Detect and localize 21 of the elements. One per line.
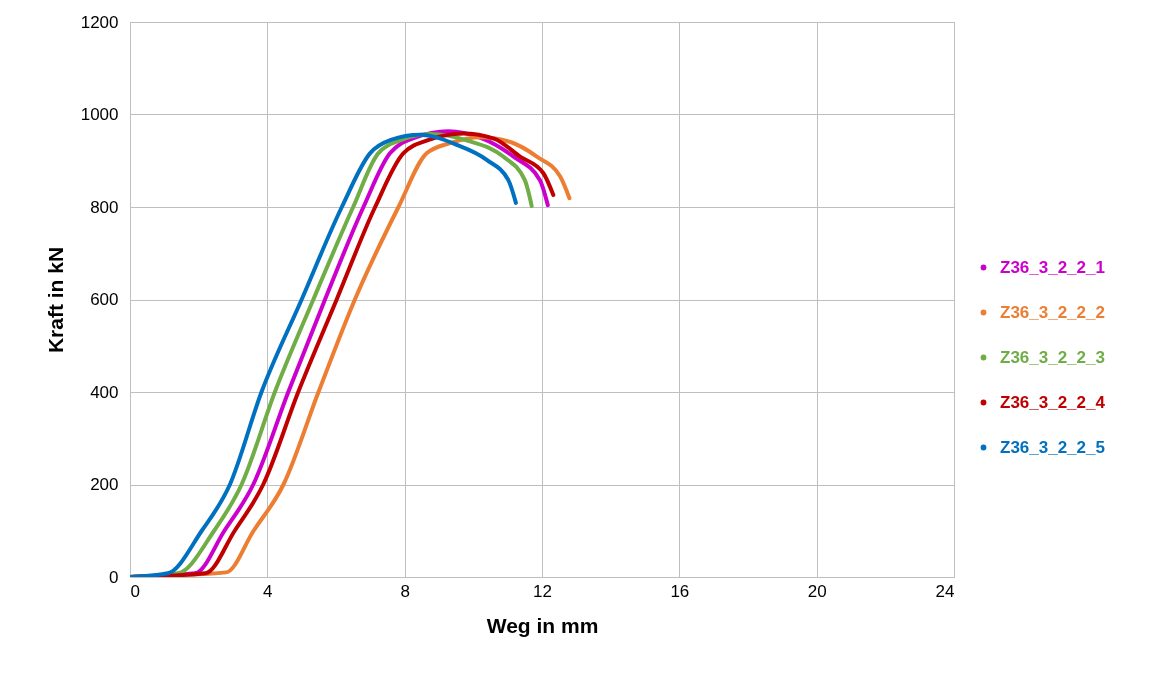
x-tick-label: 16 (670, 581, 690, 601)
y-tick-label: 600 (90, 290, 119, 309)
legend-label: Z36_3_2_2_4 (1000, 392, 1106, 412)
legend-label: Z36_3_2_2_2 (1000, 302, 1105, 322)
y-axis-title: Kraft in kN (43, 246, 67, 354)
y-tick-label: 0 (109, 567, 119, 587)
x-tick-label: 24 (935, 581, 955, 601)
x-tick-label: 12 (533, 581, 552, 601)
y-tick-label: 1000 (80, 105, 119, 124)
y-tick-label: 200 (90, 475, 119, 494)
x-axis-title: Weg in mm (486, 613, 599, 637)
legend-label: Z36_3_2_2_1 (1000, 257, 1105, 277)
legend-label: Z36_3_2_2_5 (1000, 437, 1105, 457)
y-tick-label: 400 (90, 382, 119, 402)
y-tick-label: 1200 (80, 12, 119, 32)
legend-label: Z36_3_2_2_3 (1000, 347, 1105, 367)
x-tick-label: 0 (130, 581, 140, 601)
x-tick-label: 20 (807, 581, 827, 601)
x-tick-label: 8 (400, 581, 410, 601)
y-tick-label: 800 (90, 197, 119, 217)
x-tick-label: 4 (263, 581, 273, 601)
